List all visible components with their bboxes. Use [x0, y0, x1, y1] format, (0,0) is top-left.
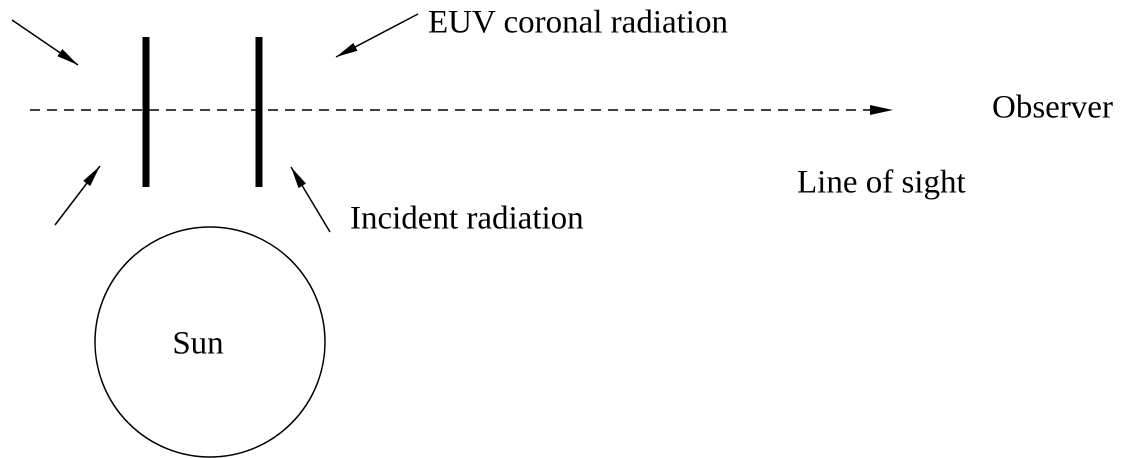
line-of-sight-label: Line of sight: [797, 165, 966, 201]
arrowhead: [870, 105, 893, 115]
arrows: [11, 13, 419, 233]
arrow: [54, 165, 101, 226]
sun-label: Sun: [172, 326, 223, 362]
arrow: [290, 166, 331, 233]
euv-label: EUV coronal radiation: [428, 5, 728, 41]
arrow: [335, 13, 419, 58]
arrow: [11, 19, 79, 66]
incident-label: Incident radiation: [350, 201, 584, 237]
observer-label: Observer: [992, 90, 1113, 126]
sun: [94, 226, 326, 458]
